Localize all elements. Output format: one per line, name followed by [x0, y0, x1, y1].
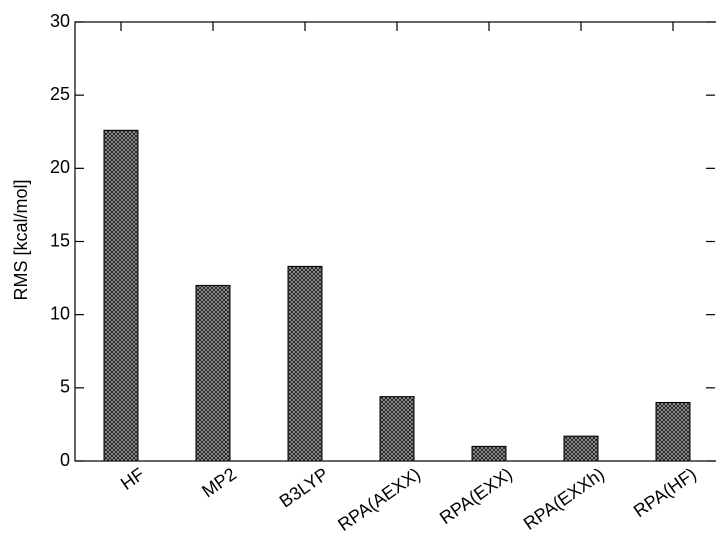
y-tick-label: 30: [50, 11, 70, 31]
bar: [379, 396, 415, 462]
x-tick-label: MP2: [198, 464, 240, 502]
bar: [471, 445, 507, 462]
y-tick-label: 25: [50, 84, 70, 104]
x-tick-label: RPA(EXX): [436, 464, 516, 528]
x-tick-label: RPA(EXXh): [520, 464, 608, 534]
bar: [655, 401, 691, 462]
y-tick-label: 0: [60, 450, 70, 470]
y-tick-label: 20: [50, 157, 70, 177]
x-tick-label: RPA(AEXX): [334, 464, 424, 535]
y-tick-label: 15: [50, 230, 70, 250]
y-tick-label: 10: [50, 303, 70, 323]
plot-frame: [74, 21, 716, 462]
bar: [195, 284, 231, 462]
bar: [287, 265, 323, 462]
bar: [563, 435, 599, 462]
x-tick-label: B3LYP: [276, 464, 332, 512]
bar: [103, 129, 139, 462]
y-axis-label: RMS [kcal/mol]: [11, 179, 31, 300]
x-tick-label: RPA(HF): [630, 464, 700, 521]
x-tick-label: HF: [117, 464, 148, 494]
y-tick-label: 5: [60, 377, 70, 397]
